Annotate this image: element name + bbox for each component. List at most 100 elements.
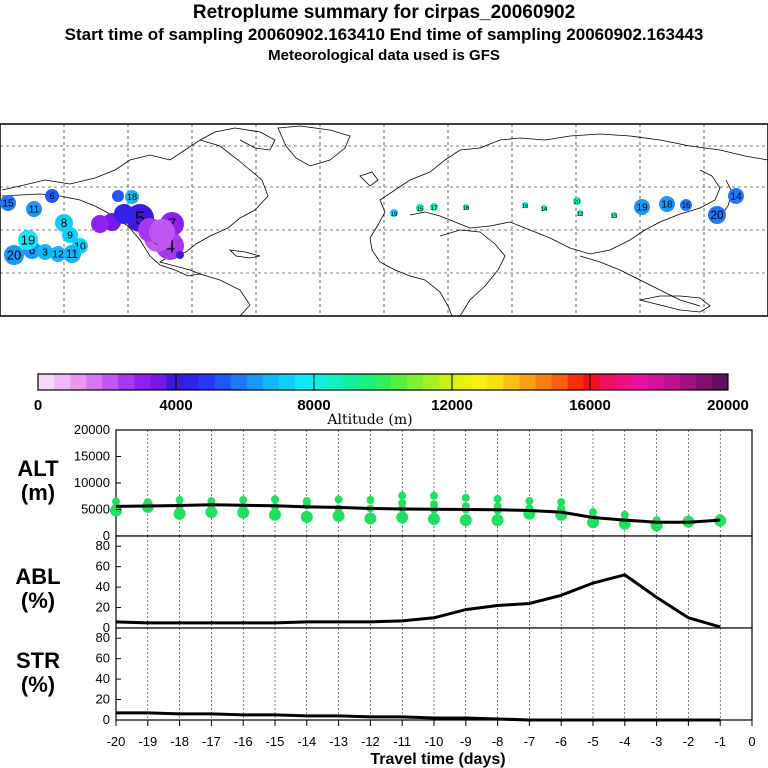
colorbar-swatch-18 [326, 374, 344, 390]
map-point-label-0: 15 [2, 199, 14, 210]
alt-series-line [115, 503, 721, 524]
alt-scatter-2-0 [175, 495, 184, 504]
colorbar-swatch-33 [567, 374, 585, 390]
map-cluster-blob-1 [91, 215, 109, 233]
colorbar-swatch-7 [150, 374, 167, 390]
colorbar-swatch-36 [615, 374, 633, 390]
alt-scatter-5-0 [271, 495, 279, 504]
map-point-label-14: 11 [66, 248, 78, 261]
colorbar-swatch-15 [278, 374, 296, 390]
ytick-label-20: 20 [96, 692, 110, 707]
xtick-label--18: -18 [170, 734, 189, 749]
x-axis-title: Travel time (days) [370, 751, 505, 768]
map-point-label-15: 19 [391, 212, 398, 218]
map-point-label-5: 5 [135, 208, 145, 228]
map-point-label-6: 4 [165, 236, 175, 256]
colorbar-swatch-31 [535, 374, 552, 390]
map-trajectory-points: 1511678543910206312111915171616142013131… [0, 188, 744, 265]
map-point-25 [659, 196, 675, 212]
altitude-colorbar [37, 373, 729, 391]
sampling-times: Start time of sampling 20060902.163410 E… [64, 25, 704, 44]
map-point-17 [430, 203, 438, 211]
map-point-label-10: 20 [7, 248, 21, 263]
map-point-label-9: 10 [74, 242, 86, 253]
map-point-label-2: 6 [49, 191, 54, 201]
xtick-label--3: -3 [651, 734, 663, 749]
ytick-label-0: 0 [103, 528, 110, 543]
map-cluster-blob-6 [176, 251, 184, 259]
alt-scatter-8-0 [366, 495, 375, 504]
alt-label: ALT [17, 456, 59, 481]
colorbar-tick-5: 20000 [707, 397, 749, 414]
str-gridlines [147, 628, 721, 720]
map-point-30 [18, 230, 38, 250]
xtick-label--11: -11 [393, 734, 411, 749]
map-point-10 [4, 245, 24, 265]
colorbar-swatch-19 [342, 374, 360, 390]
colorbar-frame [37, 373, 729, 391]
map-point-22 [577, 210, 583, 216]
colorbar-tick-1: 4000 [159, 397, 192, 414]
abl-series-line [115, 573, 721, 629]
map-point-23 [611, 212, 617, 218]
map-point-label-28: 20 [710, 209, 724, 222]
colorbar-swatch-29 [503, 374, 520, 390]
ytick-label-10000: 10000 [74, 475, 110, 490]
colorbar-swatch-1 [54, 374, 71, 390]
ytick-label-15000: 15000 [74, 449, 110, 464]
xtick-label--15: -15 [266, 734, 285, 749]
colorbar-tick-labels: 0 4000 8000 12000 16000 20000 [34, 374, 749, 414]
abl-label: ABL [15, 564, 60, 589]
alt-scatter-12-3 [491, 514, 504, 527]
map-point-24 [634, 199, 650, 215]
map-point-29 [125, 190, 139, 204]
colorbar-swatch-5 [118, 374, 135, 390]
xtick-label--16: -16 [234, 734, 253, 749]
alt-scatter-12-0 [493, 494, 502, 503]
ytick-label-0: 0 [103, 712, 110, 727]
map-point-label-30: 19 [21, 233, 35, 248]
map-point-label-22: 13 [577, 212, 584, 218]
colorbar-swatch-8 [166, 374, 183, 390]
x-tick-labels: -20 -19 -18 -17 -16 -15 -14 -13 -12 -11 -10 -9 -8 -7-… [107, 720, 756, 749]
xtick-label--6: -6 [555, 734, 567, 749]
colorbar-swatch-42 [711, 374, 729, 390]
colorbar-swatch-27 [471, 374, 488, 390]
alt-scatter-points [110, 491, 727, 532]
map-point-0 [0, 195, 16, 211]
alt-scatter-7-2 [332, 509, 345, 522]
ytick-label-5000: 5000 [81, 502, 110, 517]
str-series-line [116, 711, 721, 722]
xtick-label-0: 0 [748, 734, 755, 749]
colorbar-swatch-11 [214, 374, 232, 390]
xtick-label--4: -4 [619, 734, 631, 749]
colorbar-swatch-9 [182, 374, 199, 390]
alt-scatter-4-0 [239, 495, 248, 504]
map-point-12 [37, 244, 53, 260]
map-cluster-blob-5 [112, 190, 124, 202]
str-y-tick-labels: 0 20 40 60 80 [96, 630, 121, 727]
colorbar-tick-3: 12000 [431, 397, 473, 414]
ytick-label-80: 80 [96, 538, 110, 553]
alt-scatter-2-2 [173, 507, 186, 520]
alt-scatter-13-0 [525, 497, 534, 506]
colorbar-swatch-30 [519, 374, 536, 390]
colorbar-swatch-40 [679, 374, 697, 390]
xtick-label--8: -8 [492, 734, 504, 749]
map-point-21 [573, 197, 581, 205]
ytick-label-60: 60 [96, 651, 110, 666]
map-point-label-23: 13 [611, 214, 618, 220]
colorbar-swatch-2 [70, 374, 87, 390]
alt-scatter-11-3 [459, 514, 472, 527]
map-point-label-12: 3 [42, 248, 48, 259]
map-point-label-26: 16 [682, 201, 691, 210]
colorbar-swatch-35 [599, 374, 617, 390]
colorbar-swatch-4 [102, 374, 119, 390]
map-point-label-1: 11 [29, 205, 40, 216]
ytick-label-80: 80 [96, 630, 110, 645]
map-point-label-16: 15 [417, 207, 424, 213]
str-unit: (%) [21, 672, 55, 697]
xtick-label--14: -14 [297, 734, 316, 749]
colorbar-swatch-41 [695, 374, 713, 390]
